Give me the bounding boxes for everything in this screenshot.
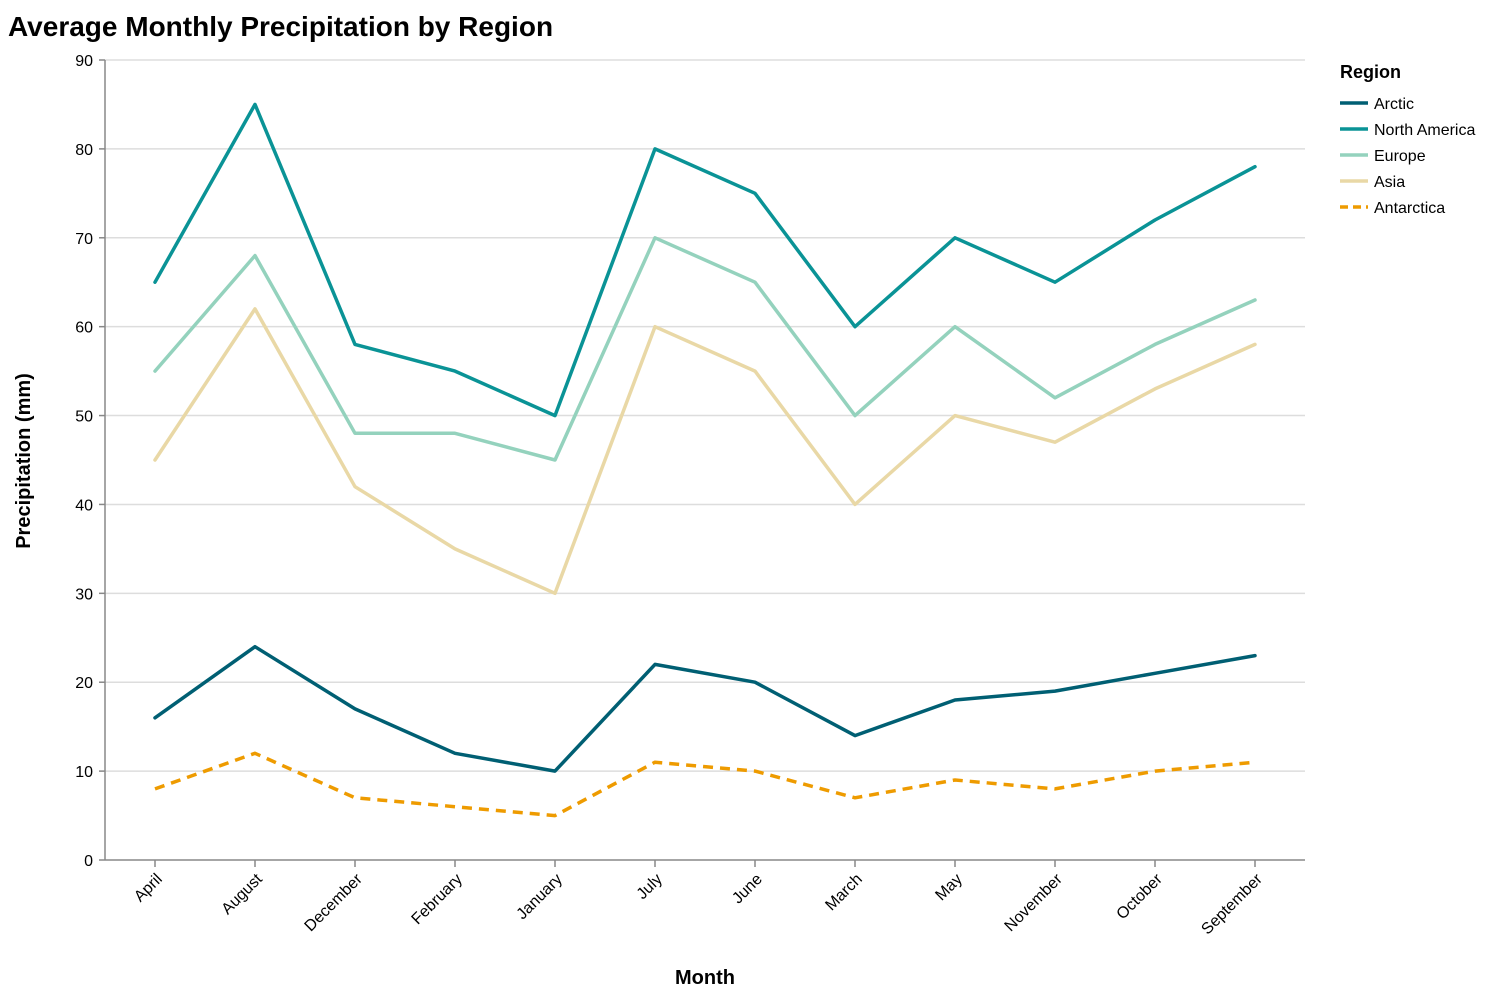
legend-label: Europe	[1374, 148, 1426, 165]
y-tick-label: 30	[75, 586, 93, 603]
x-tick-label: July	[634, 871, 666, 903]
y-tick-label: 50	[75, 409, 93, 426]
y-axis-title: Precipitation (mm)	[13, 373, 35, 549]
y-tick-label: 70	[75, 231, 93, 248]
legend-label: Asia	[1374, 174, 1405, 191]
y-tick-label: 20	[75, 675, 93, 692]
x-tick-label: August	[219, 870, 267, 918]
x-tick-label: March	[822, 871, 865, 914]
y-tick-label: 90	[75, 53, 93, 70]
x-tick-label: May	[932, 871, 965, 904]
y-tick-label: 10	[75, 764, 93, 781]
series-line-antarctica	[154, 751, 1256, 818]
series-line-asia	[153, 307, 1257, 596]
x-tick-label: September	[1198, 870, 1266, 938]
grid-lines	[105, 59, 1305, 772]
series-line-north-america	[153, 102, 1257, 418]
x-tick-label: February	[409, 871, 466, 928]
x-tick-label: October	[1114, 870, 1167, 923]
y-tick-label: 60	[75, 320, 93, 337]
chart-title: Average Monthly Precipitation by Region	[8, 11, 553, 42]
y-tick-label: 40	[75, 497, 93, 514]
series-line-europe	[153, 236, 1257, 462]
legend-title: Region	[1340, 62, 1401, 82]
x-axis-title: Month	[675, 967, 735, 989]
series-line-arctic	[153, 644, 1257, 773]
x-tick-label: June	[729, 871, 766, 908]
y-tick-label: 0	[84, 853, 93, 870]
series-lines	[153, 102, 1257, 818]
legend: Region Arctic North America Europe Asia Anta…	[1340, 62, 1475, 217]
x-tick-label: April	[131, 871, 166, 906]
x-tick-label: November	[1002, 870, 1067, 935]
y-tick-label: 80	[75, 142, 93, 159]
x-tick-label: December	[302, 870, 367, 935]
legend-label: Antarctica	[1374, 200, 1445, 217]
legend-label: Arctic	[1374, 96, 1414, 113]
legend-label: North America	[1374, 122, 1475, 139]
x-tick-label: January	[514, 871, 566, 923]
axes: 0 10 20 30 40 50 60 70 80 90 April August December Fe…	[75, 53, 1305, 938]
